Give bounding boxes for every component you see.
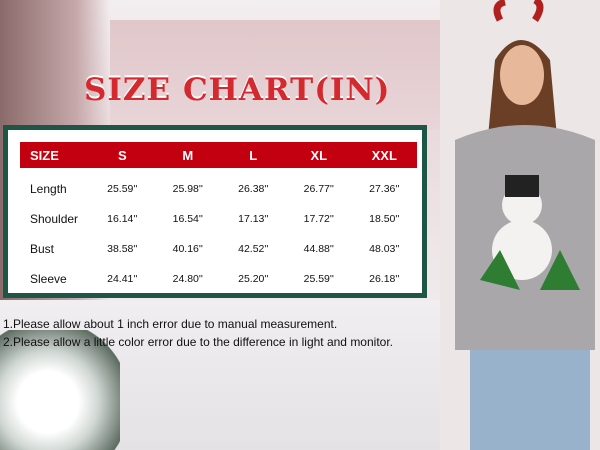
size-chart-title: SIZE CHART(IN) [84, 72, 391, 108]
header-cell: M [182, 147, 194, 163]
table-row: Length 25.59'' 25.98'' 26.38'' 26.77'' 2… [20, 179, 417, 199]
model-photo [440, 0, 600, 450]
row-label: Shoulder [30, 212, 79, 226]
table-cell: 25.59'' [303, 273, 334, 285]
table-cell: 25.98'' [172, 183, 203, 195]
header-cell: XXL [371, 147, 397, 163]
header-cell: S [117, 147, 127, 163]
table-cell: 25.20'' [238, 273, 269, 285]
note-measurement: 1.Please allow about 1 inch error due to… [3, 317, 338, 331]
antlers [493, 0, 544, 22]
table-header: SIZE S M L XL XXL [20, 142, 417, 168]
header-cell: SIZE [30, 147, 59, 163]
background-street [110, 20, 440, 130]
snowy-tree [0, 330, 120, 450]
note-color: 2.Please allow a little color error due … [3, 335, 393, 349]
table-cell: 26.77'' [303, 183, 334, 195]
table-cell: 27.36'' [369, 183, 400, 195]
table-cell: 17.72'' [303, 213, 334, 225]
row-label: Length [30, 182, 67, 196]
header-cell: XL [310, 147, 328, 163]
header-cell: L [249, 147, 258, 163]
table-cell: 24.80'' [172, 273, 203, 285]
table-cell: 40.16'' [172, 243, 203, 255]
table-cell: 44.88'' [303, 243, 334, 255]
table-cell: 48.03'' [369, 243, 400, 255]
table-cell: 16.14'' [107, 213, 138, 225]
table-row: Bust 38.58'' 40.16'' 42.52'' 44.88'' 48.… [20, 239, 417, 259]
table-cell: 25.59'' [107, 183, 138, 195]
table-cell: 24.41'' [107, 273, 138, 285]
table-cell: 18.50'' [369, 213, 400, 225]
table-row: Shoulder 16.14'' 16.54'' 17.13'' 17.72''… [20, 209, 417, 229]
size-chart-table: SIZE S M L XL XXL Length 25.59'' 25.98''… [3, 125, 427, 298]
table-cell: 26.18'' [369, 273, 400, 285]
table-cell: 38.58'' [107, 243, 138, 255]
table-cell: 26.38'' [238, 183, 269, 195]
table-cell: 16.54'' [172, 213, 203, 225]
table-cell: 17.13'' [238, 213, 269, 225]
row-label: Bust [30, 242, 55, 256]
row-label: Sleeve [30, 272, 67, 286]
table-cell: 42.52'' [238, 243, 269, 255]
table-row: Sleeve 24.41'' 24.80'' 25.20'' 25.59'' 2… [20, 269, 417, 289]
notes: 1.Please allow about 1 inch error due to… [3, 315, 393, 351]
